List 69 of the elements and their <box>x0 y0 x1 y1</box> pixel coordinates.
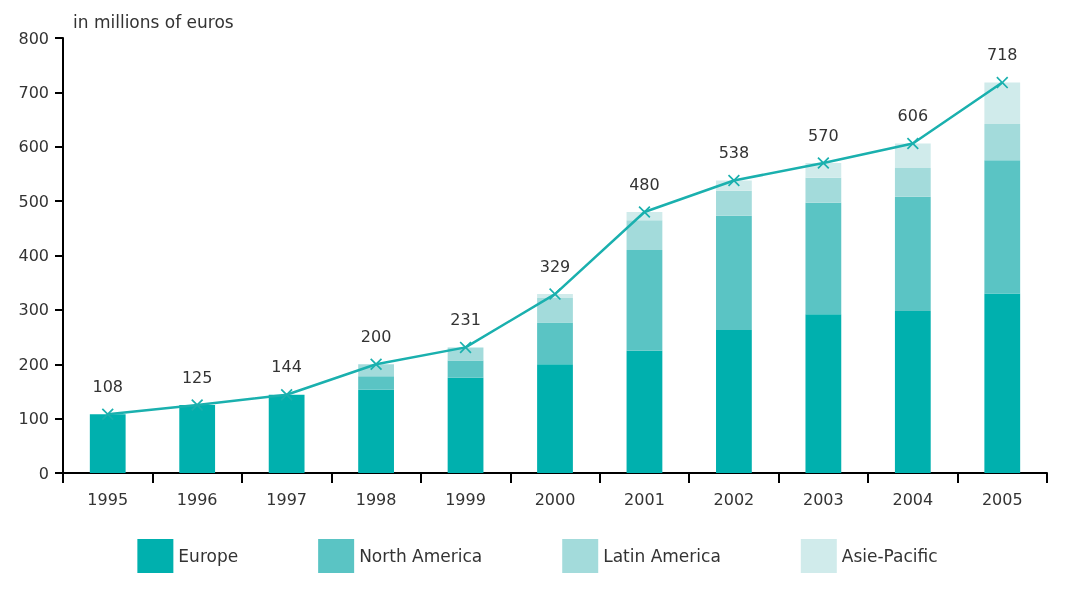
bar <box>805 314 842 473</box>
y-tick-label: 400 <box>18 246 49 265</box>
y-tick-label: 800 <box>18 28 49 48</box>
x-tick-label: 1998 <box>355 489 397 509</box>
data-label: 125 <box>181 367 213 387</box>
data-label: 480 <box>629 174 660 194</box>
bar <box>716 329 752 473</box>
x-tick-label: 2003 <box>803 489 844 509</box>
x-tick-label: 1997 <box>266 489 307 509</box>
data-label: 606 <box>897 105 929 125</box>
data-label: 718 <box>987 45 1018 65</box>
bar <box>805 202 842 315</box>
bar <box>984 82 1021 124</box>
point <box>996 76 1009 89</box>
x-tick-label: 1996 <box>176 489 218 509</box>
legend-label: Europe <box>178 546 239 566</box>
bar <box>358 389 394 473</box>
bar <box>626 250 663 351</box>
bar <box>894 167 931 197</box>
legend-label: Asie-Pacific <box>841 546 938 566</box>
point <box>101 408 114 421</box>
y-axis-title: in millions of euros <box>73 11 234 32</box>
point <box>549 288 561 301</box>
bar <box>626 220 663 251</box>
bar <box>984 293 1021 473</box>
bar <box>984 160 1021 294</box>
data-label: 538 <box>718 142 750 162</box>
data-label: 231 <box>450 309 481 329</box>
data-label: 200 <box>360 326 392 346</box>
x-tick-label: 2004 <box>892 489 934 509</box>
bar <box>894 143 931 168</box>
bar <box>537 297 573 323</box>
data-label: 329 <box>539 256 571 276</box>
bar <box>716 215 752 330</box>
x-tick-label: 2005 <box>981 489 1023 509</box>
data-label: 108 <box>92 376 123 396</box>
bar <box>268 394 305 473</box>
bar <box>626 350 663 473</box>
bar <box>984 123 1021 161</box>
x-tick-label: 2002 <box>713 489 755 509</box>
bar <box>447 360 484 378</box>
y-tick-label: 700 <box>18 82 49 102</box>
bar <box>537 322 573 365</box>
legend-label: North America <box>359 546 483 566</box>
data-label: 570 <box>808 125 839 145</box>
bar <box>716 190 752 216</box>
data-label: 144 <box>271 357 302 377</box>
legend-label: Latin America <box>603 546 721 566</box>
x-tick-label: 1995 <box>87 489 129 509</box>
y-tick-label: 100 <box>18 409 49 429</box>
point <box>191 399 204 412</box>
bar <box>358 376 394 390</box>
x-tick-label: 2000 <box>534 489 576 509</box>
bar <box>89 414 126 473</box>
y-tick-label: 600 <box>18 137 49 157</box>
bar <box>179 405 216 473</box>
point <box>280 388 293 401</box>
bar <box>894 196 931 311</box>
bar <box>537 364 573 473</box>
bar <box>805 177 842 203</box>
y-tick-label: 200 <box>18 354 49 374</box>
bar <box>447 377 484 473</box>
bar <box>894 310 931 473</box>
point <box>370 358 383 371</box>
y-tick-label: 300 <box>18 300 49 320</box>
y-tick-label: 500 <box>18 191 49 211</box>
x-tick-label: 2001 <box>624 489 665 509</box>
y-tick-label: 0 <box>38 463 49 483</box>
x-tick-label: 1999 <box>445 489 486 509</box>
